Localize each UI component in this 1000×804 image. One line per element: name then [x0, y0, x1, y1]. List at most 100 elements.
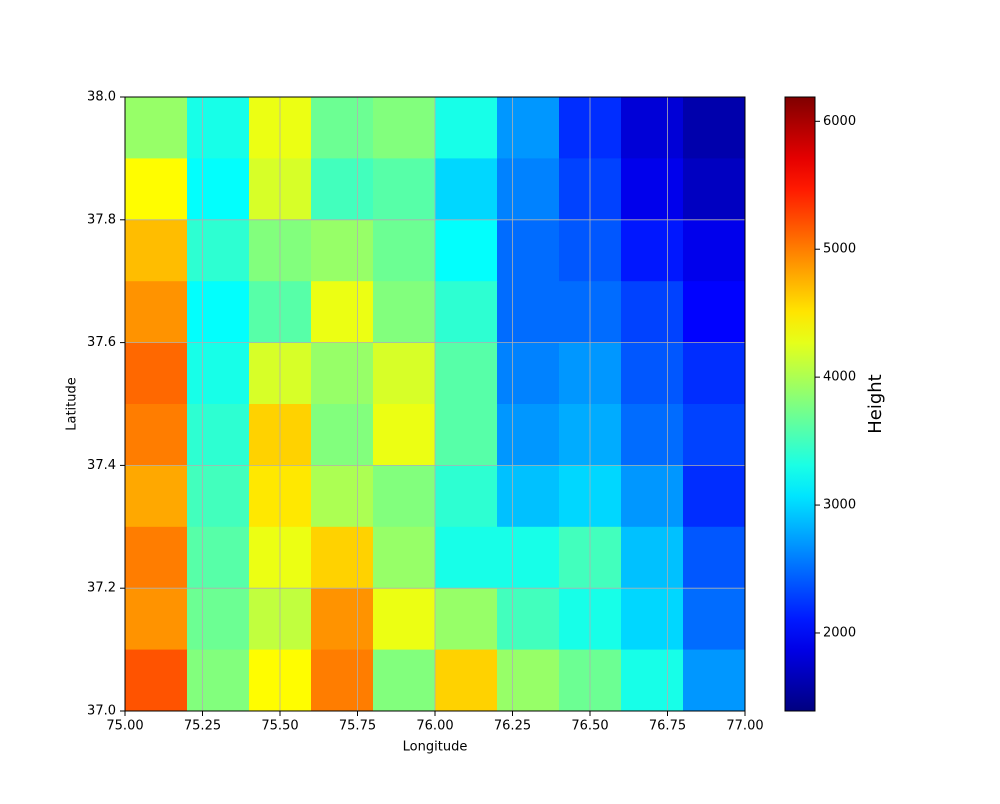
heatmap-cell: [125, 219, 188, 282]
heatmap-cell: [621, 404, 684, 466]
heatmap-cell: [125, 526, 188, 589]
heatmap-cell: [311, 158, 374, 221]
heatmap-cell: [621, 219, 684, 282]
colorbar-tick-label: 4000: [823, 370, 856, 385]
heatmap-cell: [125, 465, 188, 528]
heatmap-cell: [373, 465, 436, 528]
heatmap-cell: [497, 342, 560, 405]
plot-frame: [124, 96, 746, 712]
heatmap-cell: [125, 97, 188, 159]
y-tick-label: 37.8: [87, 212, 116, 227]
heatmap-cell: [435, 342, 498, 405]
y-tick-label: 37.2: [87, 581, 116, 596]
heatmap-cell: [683, 465, 746, 528]
heatmap-cell: [187, 219, 250, 282]
heatmap-cell: [435, 649, 498, 712]
y-tick-label: 37.6: [87, 335, 116, 350]
heatmap-cell: [683, 526, 746, 589]
heatmap-cell: [311, 588, 374, 651]
x-tick-label: 76.50: [571, 719, 608, 734]
heatmap-cell: [435, 158, 498, 221]
x-tick-label: 75.25: [184, 719, 221, 734]
heatmap-cell: [497, 465, 560, 528]
heatmap-cell: [683, 342, 746, 405]
heatmap-cell: [497, 649, 560, 712]
heatmap-cell: [125, 158, 188, 221]
heatmap-cell: [683, 158, 746, 221]
heatmap-cell: [373, 342, 436, 405]
heatmap-cell: [621, 526, 684, 589]
heatmap-cell: [683, 588, 746, 651]
x-tick-label: 76.75: [649, 719, 686, 734]
heatmap-cell: [187, 281, 250, 344]
heatmap-cell: [373, 281, 436, 344]
heatmap-cell: [435, 97, 498, 159]
heatmap-cell: [683, 281, 746, 344]
heatmap-cell: [683, 649, 746, 712]
heatmap-cell: [497, 281, 560, 344]
x-tick-label: 75.50: [261, 719, 298, 734]
heatmap-cell: [187, 97, 250, 159]
heatmap-cell: [497, 526, 560, 589]
heatmap-cell: [497, 97, 560, 159]
heatmap-cell: [435, 465, 498, 528]
heatmap-cell: [373, 526, 436, 589]
heatmap-cell: [373, 219, 436, 282]
heatmap-cell: [373, 158, 436, 221]
x-axis-label: Longitude: [403, 740, 468, 755]
heatmap-cell: [187, 649, 250, 712]
heatmap-cell: [621, 649, 684, 712]
x-tick-label: 77.00: [726, 719, 763, 734]
y-tick-label: 37.4: [87, 458, 116, 473]
x-tick-label: 75.75: [339, 719, 376, 734]
heatmap-cell: [435, 588, 498, 651]
heatmap-cell: [311, 342, 374, 405]
x-tick-label: 76.00: [416, 719, 453, 734]
heatmap-cell: [311, 404, 374, 466]
x-tick-label: 76.25: [494, 719, 531, 734]
heatmap-cell: [497, 158, 560, 221]
heatmap-cell: [435, 404, 498, 466]
heatmap-cell: [621, 97, 684, 159]
heatmap-cell: [125, 342, 188, 405]
colorbar-tick-label: 6000: [823, 114, 856, 129]
heatmap-cell: [373, 97, 436, 159]
y-tick-label: 38.0: [87, 90, 116, 105]
heatmap-cell: [621, 158, 684, 221]
heatmap-cell: [125, 404, 188, 466]
colorbar: [784, 96, 816, 712]
heatmap-cell: [497, 219, 560, 282]
heatmap-cell: [621, 342, 684, 405]
colorbar-tick-label: 2000: [823, 625, 856, 640]
heatmap-cell: [435, 526, 498, 589]
heatmap-cell: [683, 219, 746, 282]
heatmap-cell: [311, 281, 374, 344]
heatmap-cell: [311, 97, 374, 159]
heatmap-cell: [125, 588, 188, 651]
heatmap-cell: [683, 404, 746, 466]
heatmap-cell: [621, 465, 684, 528]
heatmap-cell: [187, 526, 250, 589]
heatmap-cell: [311, 219, 374, 282]
heatmap-cell: [311, 649, 374, 712]
heatmap-cell: [435, 219, 498, 282]
heatmap-cell: [311, 526, 374, 589]
x-tick-label: 75.00: [106, 719, 143, 734]
colorbar-tick-label: 5000: [823, 242, 856, 257]
y-tick-label: 37.0: [87, 704, 116, 719]
heatmap-cell: [435, 281, 498, 344]
heatmap-cell: [621, 281, 684, 344]
heatmap-cell: [187, 342, 250, 405]
heatmap-cell: [373, 588, 436, 651]
heatmap-cell: [683, 97, 746, 159]
heatmap-cell: [187, 588, 250, 651]
y-axis-label: Latitude: [65, 377, 80, 431]
heatmap-cell: [187, 158, 250, 221]
heatmap-cell: [621, 588, 684, 651]
heatmap-cell: [125, 649, 188, 712]
colorbar-label: Height: [865, 374, 886, 434]
heatmap-cell: [125, 281, 188, 344]
heatmap-cell: [373, 649, 436, 712]
heatmap-cell: [497, 404, 560, 466]
